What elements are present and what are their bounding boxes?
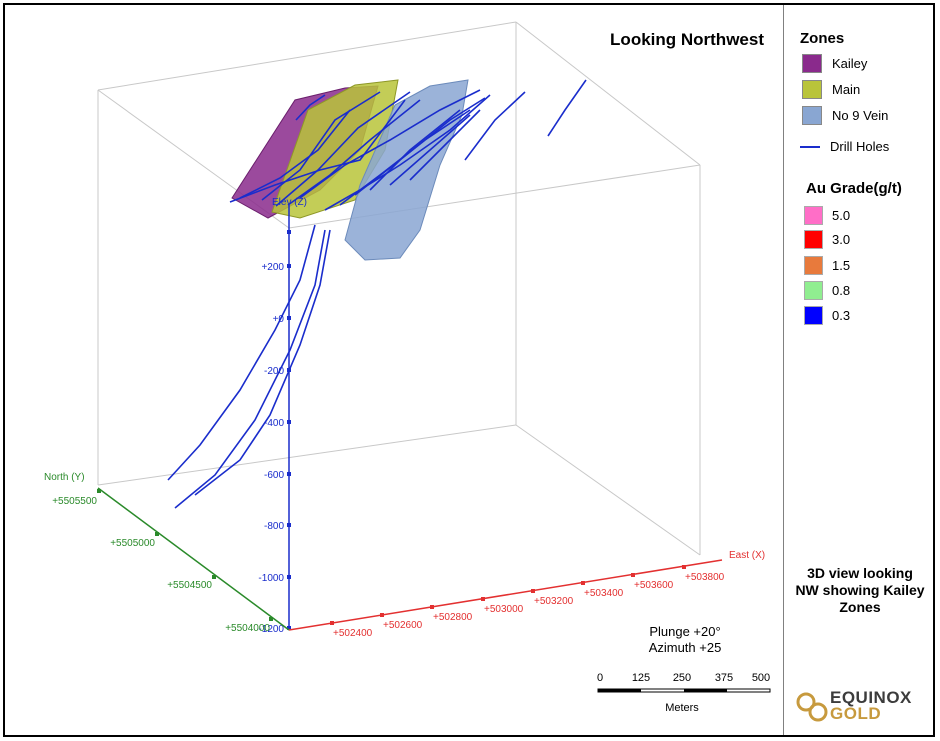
grade-swatch — [804, 306, 823, 325]
east-axis: East (X) +502400 +502600 +502800 +503000… — [288, 550, 765, 639]
grade-label: 5.0 — [832, 208, 851, 223]
grade-swatch — [804, 256, 823, 275]
drill-hole-line-swatch — [800, 145, 820, 148]
legend-label: Drill Holes — [830, 139, 890, 154]
east-tick: +503800 — [685, 572, 725, 583]
grade-swatch — [804, 206, 823, 225]
scale-tick: 125 — [632, 672, 650, 684]
elev-tick: -1200 — [258, 624, 284, 635]
scale-tick: 0 — [597, 672, 603, 684]
north-tick: +5505000 — [110, 538, 155, 549]
scale-bar: 0 125 250 375 500 Meters — [597, 672, 771, 714]
east-tick: +503200 — [534, 596, 574, 607]
north-axis-label: North (Y) — [44, 472, 85, 483]
elev-tick: +0 — [273, 314, 285, 325]
scale-tick: 500 — [752, 672, 770, 684]
legend-label: Main — [832, 81, 861, 97]
figure-frame — [3, 3, 935, 737]
legend-label: No 9 Vein — [832, 107, 889, 123]
azimuth-text: Azimuth +25 — [648, 640, 722, 655]
east-axis-label: East (X) — [729, 550, 765, 561]
no9-vein-swatch — [802, 105, 822, 125]
caption-line: NW showing Kailey — [795, 582, 925, 598]
grade-label: 0.8 — [832, 283, 851, 298]
company-logo: EQUINOX GOLD — [830, 688, 912, 723]
scale-tick: 250 — [673, 672, 691, 684]
zone-solids — [231, 79, 469, 261]
grade-item: 0.8 — [804, 281, 850, 300]
legend-item-no9-vein: No 9 Vein — [802, 104, 888, 126]
grade-item: 5.0 — [804, 206, 850, 225]
logo-line2: GOLD — [830, 704, 882, 723]
north-tick: +5504500 — [167, 580, 212, 591]
north-tick: +5504000 — [225, 623, 270, 634]
view-title: Looking Northwest — [610, 30, 764, 49]
grade-label: 3.0 — [832, 232, 851, 247]
grade-swatch — [804, 230, 823, 249]
grade-item: 0.3 — [804, 306, 850, 325]
elev-tick: -200 — [264, 366, 284, 377]
equinox-logo-icon — [796, 692, 828, 722]
caption-line: 3D view looking — [807, 565, 913, 581]
elev-tick: +200 — [261, 262, 284, 273]
drill-holes — [167, 79, 587, 509]
figure-caption: 3D view looking NW showing Kailey Zones — [790, 565, 930, 616]
east-tick: +503400 — [584, 588, 624, 599]
east-tick: +503000 — [484, 604, 524, 615]
east-tick: +503600 — [634, 580, 674, 591]
view-parameters: Plunge +20° Azimuth +25 — [630, 624, 740, 656]
east-tick: +502600 — [383, 620, 423, 631]
plunge-text: Plunge +20° — [649, 624, 721, 639]
grade-legend-title: Au Grade(g/t) — [806, 180, 902, 197]
grade-item: 3.0 — [804, 230, 850, 249]
grade-label: 0.3 — [832, 308, 851, 323]
legend-item-main: Main — [802, 78, 860, 100]
grade-item: 1.5 — [804, 256, 850, 275]
caption-line: Zones — [839, 599, 881, 615]
legend-item-drill-holes: Drill Holes — [800, 139, 889, 154]
logo-line1: EQUINOX — [830, 688, 912, 707]
legend-divider — [783, 5, 784, 735]
elev-axis: Elev (Z) +200 +0 -200 -400 -600 -800 -10… — [258, 197, 307, 635]
main-swatch — [802, 79, 822, 99]
elev-tick: -600 — [264, 470, 284, 481]
legend-item-kailey: Kailey — [802, 52, 867, 74]
grade-swatch — [804, 281, 823, 300]
elev-axis-label: Elev (Z) — [272, 197, 307, 208]
scale-unit: Meters — [665, 702, 699, 714]
north-tick: +5505500 — [52, 496, 97, 507]
grade-label: 1.5 — [832, 258, 851, 273]
bounding-box — [97, 21, 701, 556]
north-axis: North (Y) +5505500 +5505000 +5504500 +55… — [44, 472, 290, 634]
kailey-swatch — [802, 53, 822, 73]
east-tick: +502400 — [333, 628, 373, 639]
scale-tick: 375 — [715, 672, 733, 684]
elev-tick: -400 — [264, 418, 284, 429]
elev-tick: -800 — [264, 521, 284, 532]
legend-label: Kailey — [832, 55, 868, 71]
east-tick: +502800 — [433, 612, 473, 623]
zones-legend-title: Zones — [800, 30, 845, 47]
elev-tick: -1000 — [258, 573, 284, 584]
